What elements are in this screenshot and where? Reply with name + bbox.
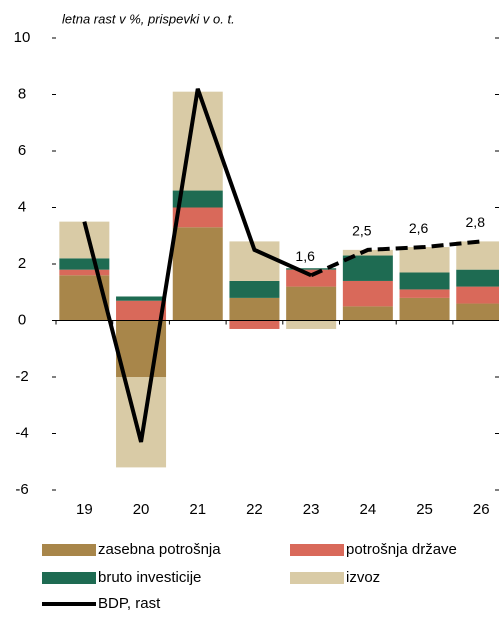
- x-tick-label: 20: [133, 501, 150, 518]
- y-tick-label: -4: [15, 424, 28, 441]
- bar-segment: [229, 280, 280, 298]
- bar-segment: [456, 241, 499, 270]
- x-tick-label: 21: [189, 501, 206, 518]
- bar-segment: [172, 227, 223, 321]
- bar-segment: [229, 297, 280, 321]
- y-tick-label: 0: [18, 311, 26, 328]
- bar-segment: [456, 286, 499, 304]
- bar-segment: [116, 377, 167, 468]
- bar-segment: [59, 258, 110, 270]
- legend-label: bruto investicije: [98, 569, 201, 586]
- bar-segment: [456, 303, 499, 321]
- bar-segment: [286, 268, 337, 270]
- bar-segment: [399, 289, 450, 298]
- bar-segment: [399, 297, 450, 321]
- chart-subtitle: letna rast v %, prispevki v o. t.: [62, 11, 235, 26]
- data-label: 1,6: [295, 248, 315, 264]
- x-tick-label: 22: [246, 501, 263, 518]
- x-tick-label: 25: [416, 501, 433, 518]
- data-label: 2,8: [466, 214, 486, 230]
- legend-label: izvoz: [346, 569, 380, 586]
- y-tick-label: 4: [18, 198, 26, 215]
- y-tick-label: 10: [14, 29, 31, 46]
- legend-swatch: [42, 572, 96, 584]
- line: [82, 88, 312, 443]
- x-tick-label: 23: [303, 501, 320, 518]
- bar-segment: [399, 247, 450, 273]
- bar-segment: [116, 300, 167, 321]
- bar-segment: [342, 249, 393, 256]
- y-tick-label: -2: [15, 368, 28, 385]
- legend-swatch: [290, 572, 344, 584]
- data-label: 2,5: [352, 223, 372, 239]
- bar-segment: [342, 280, 393, 307]
- bar-segment: [399, 272, 450, 290]
- x-tick-label: 24: [360, 501, 377, 518]
- bar-segment: [59, 269, 110, 276]
- legend-swatch: [42, 544, 96, 556]
- bar-segment: [456, 269, 499, 287]
- line-dashed: [310, 239, 482, 278]
- bar-segment: [286, 286, 337, 321]
- legend-label: BDP, rast: [98, 595, 161, 612]
- y-tick-label: 2: [18, 255, 26, 272]
- bar-segment: [116, 296, 167, 301]
- legend-swatch: [290, 544, 344, 556]
- y-tick-label: -6: [15, 481, 28, 498]
- y-tick-label: 6: [18, 142, 26, 159]
- y-tick-label: 8: [18, 85, 26, 102]
- legend-label: potrošnja države: [346, 541, 457, 558]
- bar-segment: [172, 207, 223, 228]
- bar-segment: [286, 320, 337, 329]
- legend-label: zasebna potrošnja: [98, 541, 221, 558]
- bar-segment: [342, 255, 393, 281]
- x-tick-label: 19: [76, 501, 93, 518]
- x-tick-label: 26: [473, 501, 490, 518]
- bar-segment: [342, 306, 393, 321]
- bar-segment: [229, 320, 280, 329]
- data-label: 2,6: [409, 220, 429, 236]
- bar-segment: [286, 269, 337, 287]
- bar-segment: [172, 190, 223, 208]
